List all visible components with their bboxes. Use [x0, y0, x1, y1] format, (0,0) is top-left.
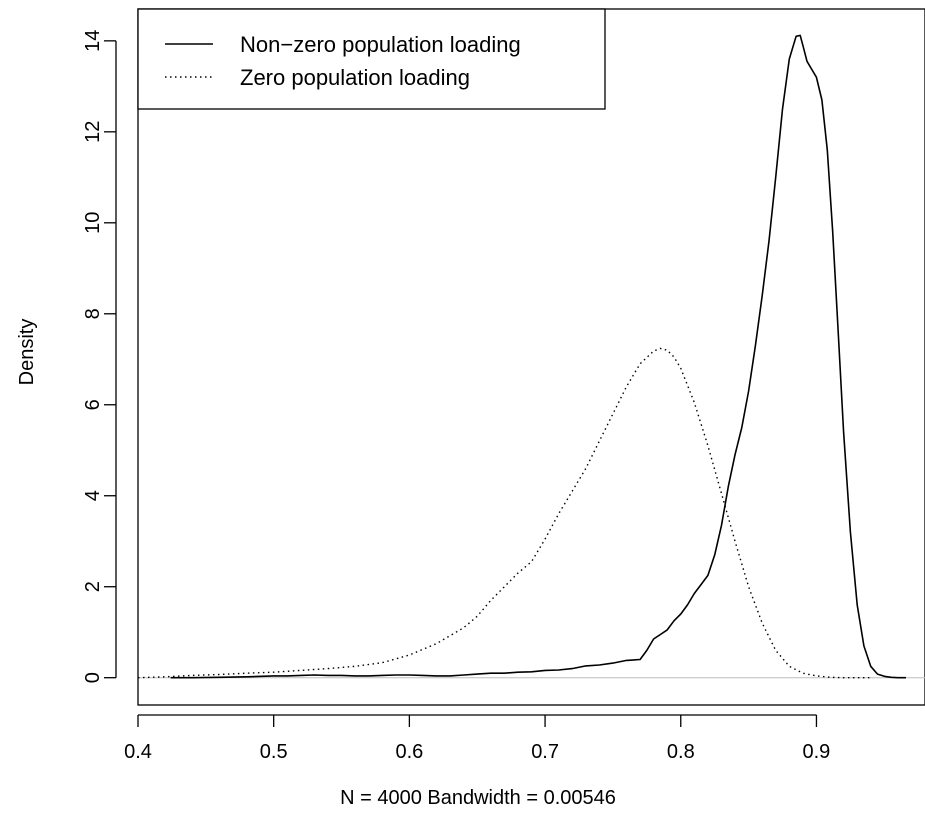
legend-label-2: Zero population loading	[240, 65, 470, 90]
legend: Non−zero population loading Zero populati…	[137, 8, 606, 110]
legend-label-1: Non−zero population loading	[240, 32, 521, 57]
y-axis: 0 2 4 6 8 10 12 14	[82, 30, 117, 683]
y-tick-label: 2	[82, 581, 104, 592]
x-tick-label: 0.5	[260, 741, 288, 763]
x-tick-label: 0.6	[395, 741, 423, 763]
series-line-1	[170, 34, 906, 679]
y-tick-label: 8	[82, 308, 104, 319]
x-axis-title: N = 4000 Bandwidth = 0.00546	[340, 787, 616, 809]
y-axis-title: Density	[16, 319, 38, 386]
legend-box	[137, 8, 606, 110]
x-axis: 0.4 0.5 0.6 0.7 0.8 0.9	[124, 714, 830, 763]
x-tick-label: 0.7	[531, 741, 559, 763]
y-tick-label: 0	[82, 672, 104, 683]
y-tick-label: 6	[82, 399, 104, 410]
y-tick-label: 4	[82, 490, 104, 501]
y-tick-label: 10	[82, 212, 104, 234]
x-tick-label: 0.9	[802, 741, 830, 763]
y-tick-label: 14	[82, 30, 104, 52]
y-tick-label: 12	[82, 121, 104, 143]
x-tick-label: 0.8	[667, 741, 695, 763]
plot-area	[137, 8, 925, 706]
x-tick-label: 0.4	[124, 741, 152, 763]
series-line-2	[137, 347, 871, 679]
plot-frame	[137, 8, 925, 706]
